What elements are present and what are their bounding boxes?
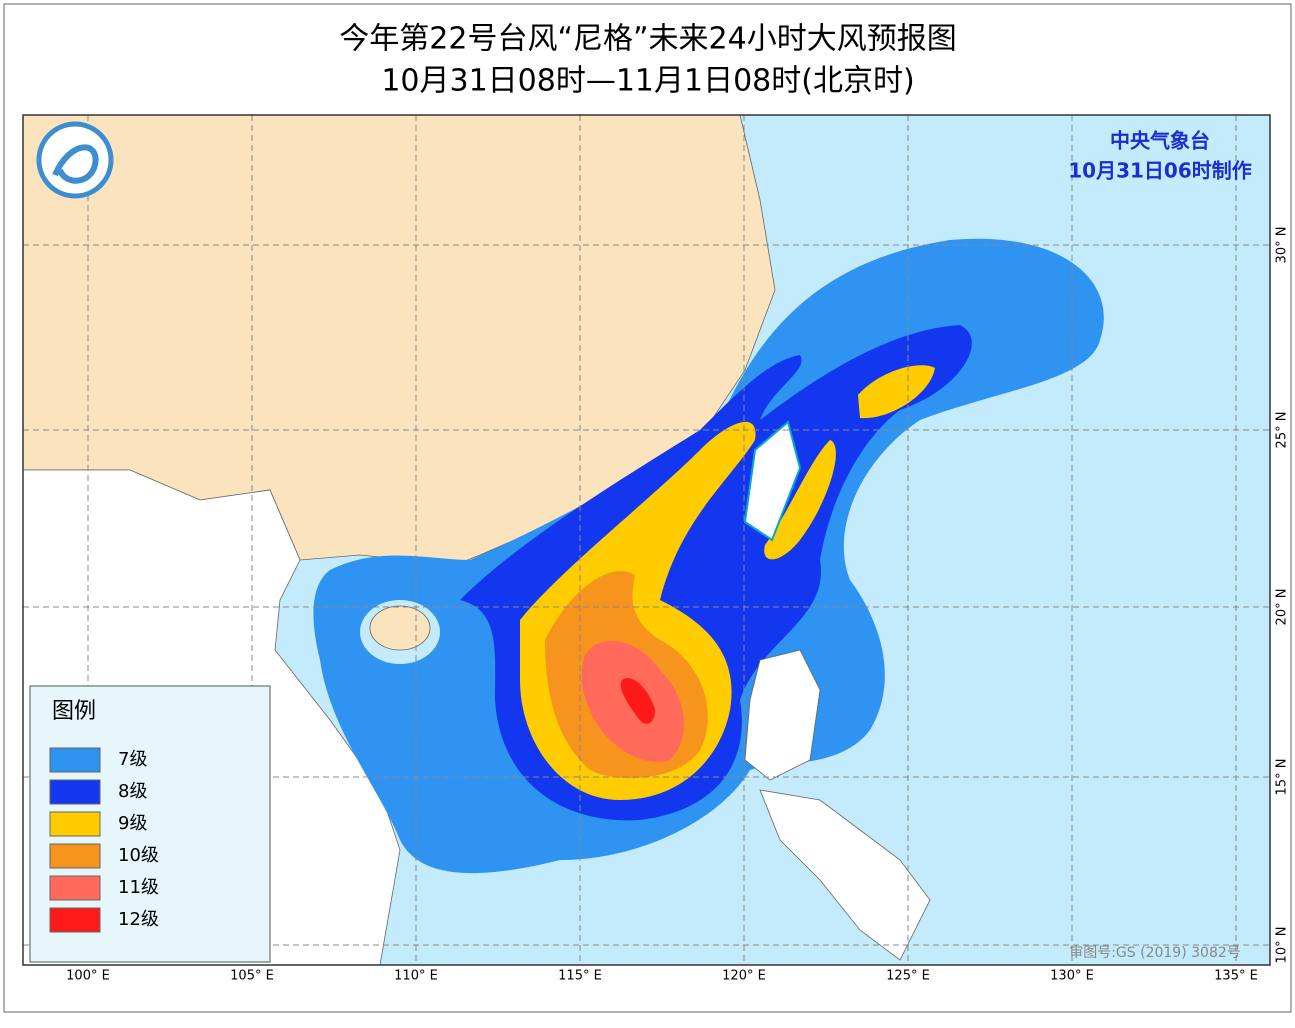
- wind-zone: [620, 678, 655, 724]
- lon-label: 130° E: [1050, 969, 1094, 984]
- philippine-islands: [759, 789, 931, 961]
- map-frame: [22, 114, 1271, 966]
- luzon: [744, 649, 821, 781]
- lat-label: 25° N: [1275, 412, 1290, 449]
- lat-label: 30° N: [1275, 227, 1290, 264]
- taiwan: [743, 420, 802, 542]
- legend-swatch: [49, 747, 101, 773]
- legend-swatch: [49, 907, 101, 933]
- legend-swatch: [49, 843, 101, 869]
- legend-label: 9级: [118, 813, 147, 834]
- legend-label: 10级: [118, 845, 159, 866]
- lon-label: 110° E: [394, 969, 438, 984]
- logo-mark: [52, 144, 99, 184]
- wind-zones: [313, 238, 1104, 874]
- lon-label: 100° E: [66, 969, 110, 984]
- lon-label: 125° E: [886, 969, 930, 984]
- logo: [36, 121, 114, 199]
- hainan: [369, 605, 431, 651]
- lat-label: 10° N: [1275, 927, 1290, 964]
- legend-label: 7级: [118, 749, 147, 770]
- legend-label: 12级: [118, 909, 159, 930]
- wind-zone: [764, 440, 836, 560]
- lon-label: 115° E: [558, 969, 602, 984]
- title-line1: 今年第22号台风“尼格”未来24小时大风预报图: [339, 22, 956, 57]
- legend-swatch: [49, 811, 101, 837]
- lat-label: 20° N: [1275, 589, 1290, 626]
- legend-swatch: [49, 875, 101, 901]
- wind-zone: [858, 365, 935, 419]
- lat-label: 15° N: [1275, 759, 1290, 796]
- legend-label: 8级: [118, 781, 147, 802]
- legend-title: 图例: [52, 699, 96, 724]
- title-line2: 10月31日08时—11月1日08时(北京时): [381, 64, 914, 99]
- approval-number: 审图号:GS (2019) 3082号: [1069, 945, 1241, 961]
- legend-label: 11级: [118, 877, 159, 898]
- issue-time: 10月31日06时制作: [1068, 159, 1252, 183]
- lon-labels: 100° E 105° E 110° E 115° E 120° E 125° E 130°…: [66, 969, 1258, 984]
- legend-swatch: [49, 779, 101, 805]
- legend-items: 7级 8级 9级 10级 11级 12级: [49, 747, 159, 933]
- lon-label: 105° E: [230, 969, 274, 984]
- lat-labels: 30° N 25° N 20° N 15° N 10° N: [1275, 227, 1290, 964]
- agency-name: 中央气象台: [1110, 129, 1210, 153]
- lon-label: 135° E: [1214, 969, 1258, 984]
- grid: [23, 115, 1270, 965]
- lon-label: 120° E: [722, 969, 766, 984]
